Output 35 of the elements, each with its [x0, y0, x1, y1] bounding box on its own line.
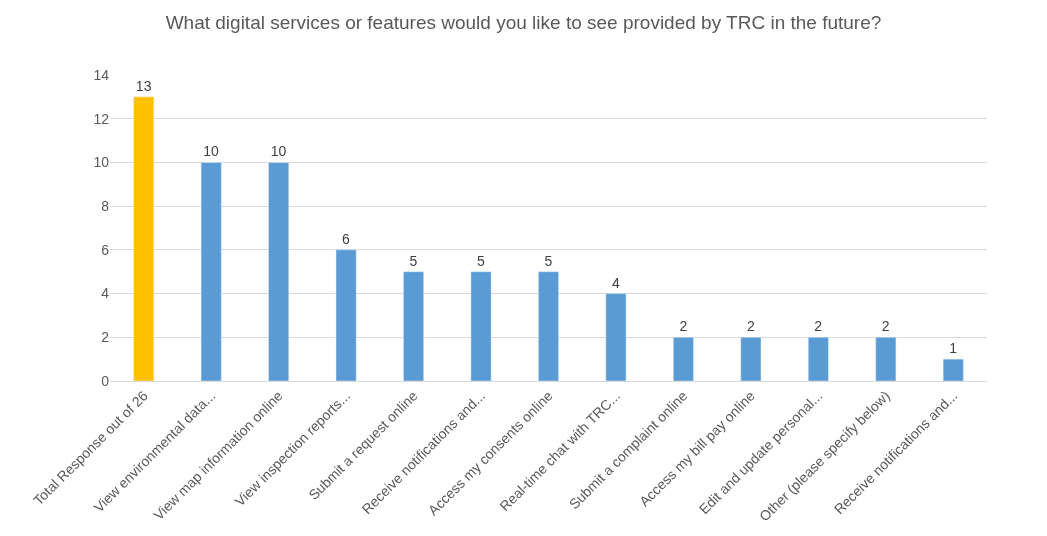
data-label: 5: [409, 252, 418, 269]
data-label: 2: [814, 318, 823, 335]
y-tick-label: 14: [93, 66, 110, 83]
bar: [470, 271, 492, 381]
data-label: 2: [746, 318, 755, 335]
bar: [807, 337, 829, 381]
data-label: 5: [477, 252, 486, 269]
data-label: 2: [881, 318, 890, 335]
y-tick-label: 8: [101, 198, 110, 215]
y-tick-label: 10: [93, 154, 110, 171]
bar: [403, 271, 424, 381]
data-label: 4: [611, 274, 620, 291]
bar: [942, 358, 964, 381]
data-label: 2: [679, 318, 688, 335]
data-label: 10: [270, 143, 287, 160]
data-label: 6: [342, 230, 351, 247]
bar: [740, 337, 762, 381]
y-tick-label: 4: [101, 285, 110, 302]
y-tick-label: 6: [101, 241, 110, 258]
bar: [538, 271, 559, 381]
y-tick-label: 0: [101, 372, 110, 389]
data-label: 5: [544, 252, 553, 269]
bar: [133, 96, 155, 381]
bar: [875, 337, 897, 381]
y-tick-label: 2: [101, 329, 110, 346]
bar: [268, 162, 290, 381]
y-tick-label: 12: [93, 110, 110, 127]
chart-title: What digital services or features would you like to see provided by TRC in the future?: [165, 12, 882, 34]
bar: [335, 249, 357, 381]
bar: [673, 337, 694, 381]
data-label: 1: [949, 340, 958, 357]
bar: [200, 162, 222, 381]
data-label: 13: [135, 77, 152, 94]
bar: [605, 293, 627, 381]
data-label: 10: [203, 143, 220, 160]
